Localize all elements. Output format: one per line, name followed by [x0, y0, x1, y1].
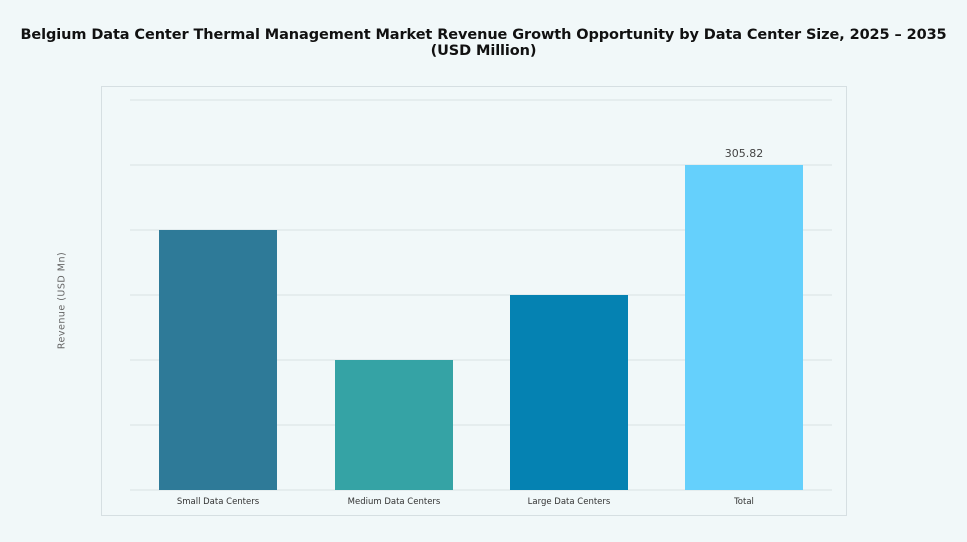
x-tick-label: Large Data Centers [528, 497, 611, 507]
x-tick-label: Medium Data Centers [348, 497, 441, 507]
data-label: 305.82 [725, 147, 764, 160]
bar-large-data-centers [510, 295, 628, 490]
bar-total [685, 164, 803, 490]
bar-small-data-centers [159, 229, 277, 490]
chart-title: Belgium Data Center Thermal Management M… [20, 27, 947, 59]
bar-medium-data-centers [335, 359, 453, 490]
x-tick-label: Small Data Centers [177, 497, 260, 507]
x-tick-label: Total [733, 497, 754, 507]
